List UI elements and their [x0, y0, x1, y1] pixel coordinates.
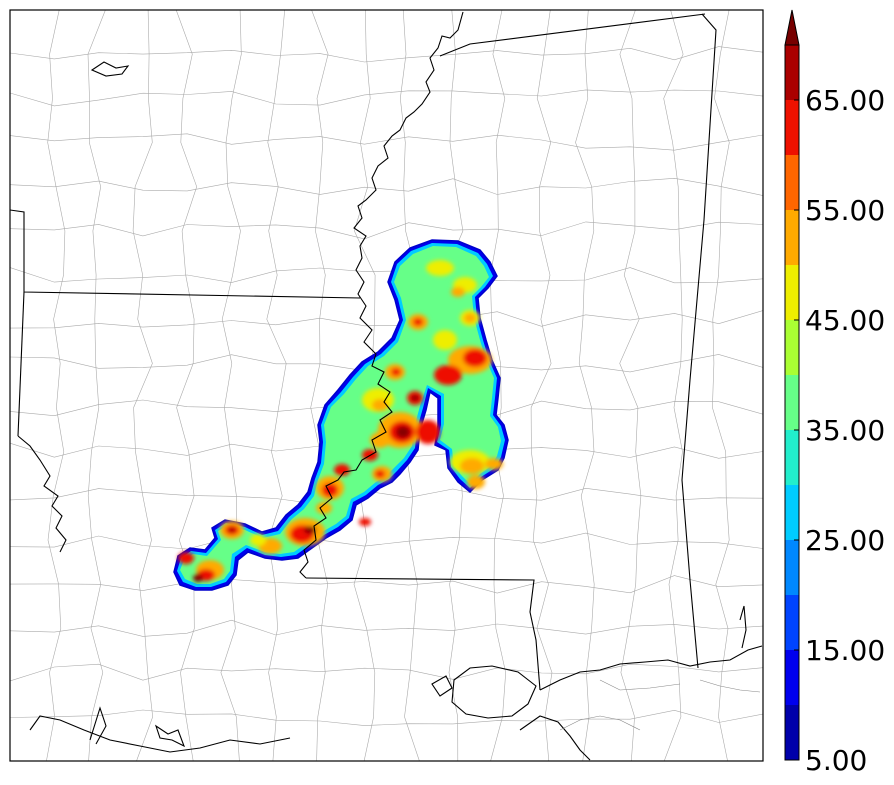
county-line	[575, 10, 595, 761]
county-line	[712, 10, 730, 761]
oxbow-lake	[90, 61, 130, 77]
colorbar-band	[785, 595, 799, 650]
colorbar-band	[785, 155, 799, 210]
county-line	[10, 619, 763, 637]
colorbar	[784, 9, 800, 761]
colorbar-tick-label: 65.00	[805, 84, 885, 117]
colorbar-band	[785, 100, 799, 155]
reflectivity-core	[334, 464, 350, 476]
colorbar-tick-label: 55.00	[805, 194, 885, 227]
lake-pontchartrain	[451, 665, 537, 719]
county-line	[10, 487, 763, 505]
county-line	[46, 10, 66, 761]
reflectivity-core	[433, 330, 457, 350]
atchafalaya-bay	[89, 706, 107, 745]
reflectivity-core	[464, 313, 476, 323]
county-line	[10, 177, 763, 196]
colorbar-band	[785, 485, 799, 540]
colorbar-band	[785, 320, 799, 375]
reflectivity-core	[316, 502, 332, 514]
colorbar-band	[785, 45, 799, 100]
county-line	[220, 10, 242, 761]
colorbar-tick-label: 5.00	[805, 744, 867, 777]
colorbar-tick-label: 45.00	[805, 304, 885, 337]
colorbar-tick-label: 15.00	[805, 634, 885, 667]
coast-detail	[559, 679, 761, 731]
reflectivity-core	[460, 458, 484, 474]
county-line	[10, 575, 763, 594]
colorbar-band	[785, 650, 799, 705]
reflectivity-core	[463, 349, 487, 367]
county-line	[530, 10, 553, 761]
sabine-river	[17, 435, 67, 553]
reflectivity-core	[426, 260, 454, 276]
reflectivity-core	[485, 458, 503, 470]
gulf-coast	[539, 645, 763, 691]
colorbar-band	[785, 210, 799, 265]
county-line	[10, 221, 763, 240]
county-line	[619, 10, 642, 761]
reflectivity-core	[416, 420, 440, 444]
map-frame	[9, 9, 764, 762]
ms-al-border	[681, 13, 717, 669]
reflectivity-core	[413, 318, 423, 326]
reflectivity-core	[359, 518, 371, 526]
county-line	[10, 663, 763, 682]
reflectivity-core	[193, 574, 203, 582]
reflectivity-core	[375, 470, 385, 478]
colorbar-tick-label: 35.00	[805, 414, 885, 447]
reflectivity-core	[451, 287, 465, 297]
county-line	[175, 10, 198, 761]
county-line	[310, 10, 329, 761]
reflectivity-core	[434, 365, 462, 385]
reflectivity-cores	[178, 260, 503, 582]
reflectivity-core	[396, 426, 410, 438]
county-line	[10, 89, 763, 107]
tn-border	[439, 13, 706, 57]
county-line	[87, 10, 106, 761]
colorbar-tick-label: 25.00	[805, 524, 885, 557]
colorbar-band	[785, 540, 799, 595]
colorbar-band	[785, 430, 799, 485]
ar-mo-border	[10, 209, 361, 299]
la-coast-west	[29, 715, 291, 753]
colorbar-ticks: 5.00 15.00 25.00 35.00 45.00 55.00 65.00	[794, 84, 885, 777]
county-line	[10, 46, 763, 63]
county-line	[10, 310, 763, 329]
county-line	[132, 10, 154, 761]
map-panel	[10, 10, 763, 761]
reflectivity-core	[411, 395, 419, 401]
county-line	[10, 532, 763, 550]
county-line	[10, 133, 763, 151]
county-line	[10, 709, 763, 726]
reflectivity-core	[304, 526, 316, 534]
county-line	[10, 267, 763, 284]
reflectivity-core	[372, 399, 388, 411]
echo-30-dbz	[180, 246, 501, 584]
delta-coast	[519, 715, 591, 761]
colorbar-frame	[784, 44, 800, 761]
reflectivity-core	[467, 475, 485, 489]
county-line	[266, 10, 287, 761]
colorbar-band	[785, 265, 799, 320]
reflectivity-core	[370, 432, 390, 448]
reflectivity-core	[250, 534, 266, 546]
colorbar-band	[785, 705, 799, 760]
mississippi-river	[299, 11, 464, 579]
reflectivity-core	[229, 528, 235, 532]
ar-la-border	[17, 291, 25, 437]
colorbar-extend-arrow	[784, 9, 800, 46]
colorbar-band	[785, 375, 799, 430]
la-ms-border	[305, 577, 541, 691]
reflectivity-core	[178, 552, 194, 564]
state-boundaries	[10, 11, 763, 761]
lake-bottom	[154, 724, 186, 748]
county-line	[663, 10, 684, 761]
reflectivity-core	[391, 368, 401, 376]
lake-maurepas	[431, 675, 453, 697]
gulf-coast-mobile	[739, 605, 747, 649]
